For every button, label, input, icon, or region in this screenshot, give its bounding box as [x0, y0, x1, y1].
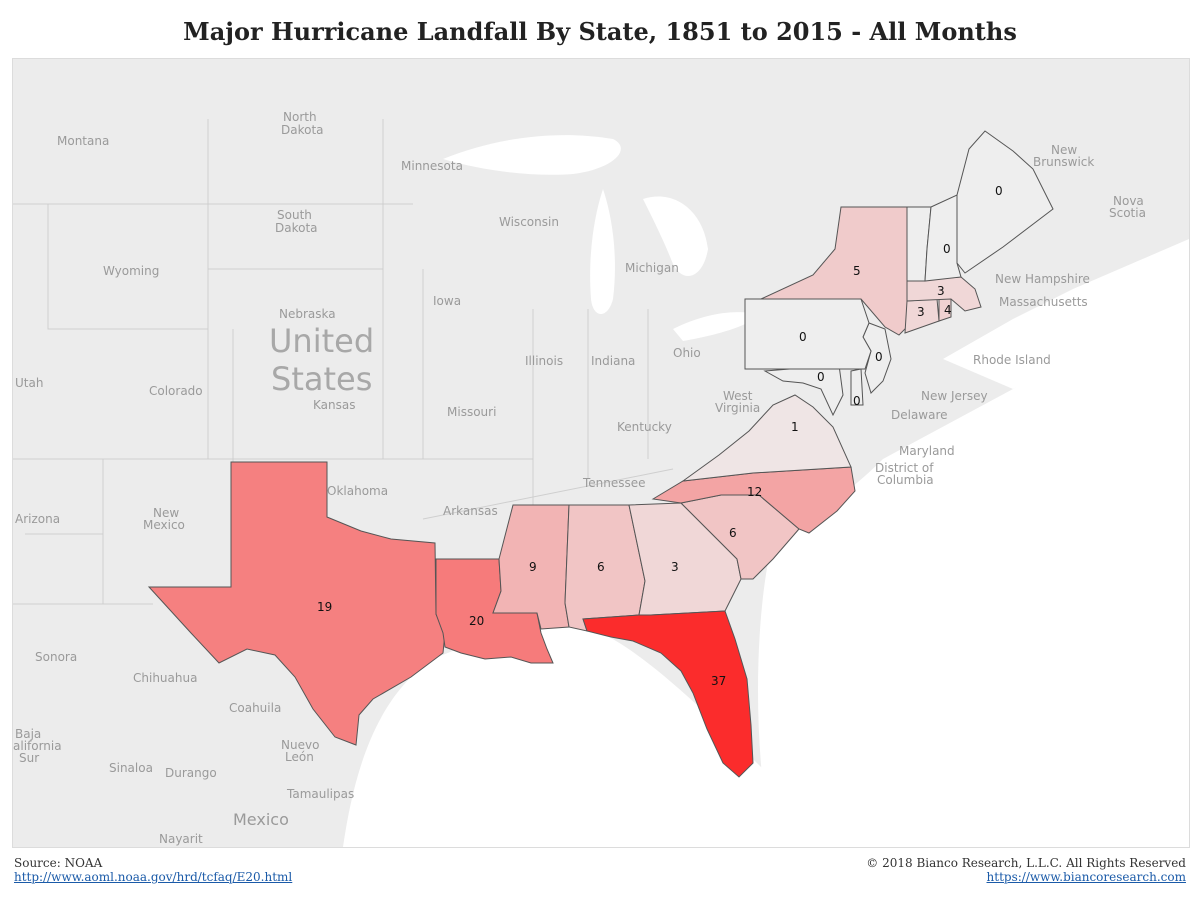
label-sinaloa: Sinaloa: [109, 761, 153, 775]
label-baja: Baja: [15, 727, 41, 741]
label-indiana: Indiana: [591, 354, 635, 368]
value-texas: 19: [317, 600, 332, 614]
label-missouri: Missouri: [447, 405, 496, 419]
label-illinois: Illinois: [525, 354, 563, 368]
label-kansas: Kansas: [313, 398, 355, 412]
state-maine[interactable]: [956, 130, 1054, 274]
label-nova-scotia-2: Scotia: [1109, 206, 1146, 220]
lake-michigan: [590, 189, 615, 314]
label-utah: Utah: [15, 376, 43, 390]
source-link[interactable]: http://www.aoml.noaa.gov/hrd/tcfaq/E20.h…: [14, 870, 293, 884]
label-wyoming: Wyoming: [103, 264, 159, 278]
label-baja-3: Sur: [19, 751, 39, 765]
label-west-virginia: West: [723, 389, 753, 403]
label-nuevo-leon-2: León: [285, 750, 314, 764]
value-delaware: 0: [853, 394, 861, 408]
label-chihuahua: Chihuahua: [133, 671, 197, 685]
label-nayarit: Nayarit: [159, 832, 203, 846]
value-north-carolina: 12: [747, 485, 762, 499]
value-georgia: 3: [671, 560, 679, 574]
label-iowa: Iowa: [433, 294, 461, 308]
state-massachusetts[interactable]: [906, 276, 982, 312]
lake-erie: [673, 312, 758, 341]
label-new-jersey: New Jersey: [921, 389, 988, 403]
label-arizona: Arizona: [15, 512, 60, 526]
label-nova-scotia: Nova: [1113, 194, 1144, 208]
label-dc: District of: [875, 461, 934, 475]
place-labels: Montana North Dakota Minnesota South Dak…: [13, 110, 1146, 846]
state-pennsylvania[interactable]: [744, 298, 872, 370]
source-text: Source: NOAA: [14, 856, 103, 870]
states-layer: [147, 130, 1054, 778]
value-new-york: 5: [853, 264, 861, 278]
atlantic-north: [943, 239, 1189, 389]
label-sonora: Sonora: [35, 650, 77, 664]
state-maryland[interactable]: [763, 364, 844, 417]
label-wisconsin: Wisconsin: [499, 215, 559, 229]
copyright-text: © 2018 Bianco Research, L.L.C. All Right…: [866, 856, 1186, 870]
label-arkansas: Arkansas: [443, 504, 498, 518]
label-coahuila: Coahuila: [229, 701, 281, 715]
label-dc-2: Columbia: [877, 473, 934, 487]
value-alabama: 6: [597, 560, 605, 574]
value-louisiana: 20: [469, 614, 484, 628]
state-delaware[interactable]: [850, 368, 864, 406]
label-colorado: Colorado: [149, 384, 203, 398]
label-united-states: United: [269, 322, 374, 360]
label-north-dakota-2: Dakota: [281, 123, 324, 137]
label-tamaulipas: Tamaulipas: [286, 787, 354, 801]
lake-huron: [643, 196, 708, 276]
value-pennsylvania: 0: [799, 330, 807, 344]
label-west-virginia-2: Virginia: [715, 401, 760, 415]
label-north-dakota: North: [283, 110, 317, 124]
lake-superior: [443, 135, 621, 175]
label-delaware: Delaware: [891, 408, 948, 422]
label-durango: Durango: [165, 766, 217, 780]
label-oklahoma: Oklahoma: [327, 484, 388, 498]
value-mississippi: 9: [529, 560, 537, 574]
label-new-mexico-2: Mexico: [143, 518, 185, 532]
state-virginia[interactable]: [681, 394, 852, 482]
value-rhode-island: 4: [944, 303, 952, 317]
value-new-hampshire: 0: [943, 242, 951, 256]
label-south-dakota-2: Dakota: [275, 221, 318, 235]
label-montana: Montana: [57, 134, 109, 148]
value-maryland: 0: [817, 370, 825, 384]
label-south-dakota: South: [277, 208, 312, 222]
label-kentucky: Kentucky: [617, 420, 672, 434]
label-nuevo-leon: Nuevo: [281, 738, 319, 752]
value-connecticut: 3: [917, 305, 925, 319]
value-labels: 19 20 9 6 3 37 6 12 1 0 0 0 0 5 3 4 3 0 …: [317, 184, 1003, 688]
label-new-mexico: New: [153, 506, 179, 520]
value-florida: 37: [711, 674, 726, 688]
label-new-hampshire: New Hampshire: [995, 272, 1090, 286]
map-view[interactable]: Montana North Dakota Minnesota South Dak…: [12, 58, 1190, 848]
gulf-of-mexico: [343, 619, 773, 847]
value-massachusetts: 3: [937, 284, 945, 298]
label-ohio: Ohio: [673, 346, 701, 360]
label-massachusetts: Massachusetts: [999, 295, 1088, 309]
label-tennessee: Tennessee: [582, 476, 646, 490]
state-texas[interactable]: [147, 461, 446, 746]
page-title: Major Hurricane Landfall By State, 1851 …: [183, 17, 1017, 46]
value-virginia: 1: [791, 420, 799, 434]
label-rhode-island: Rhode Island: [973, 353, 1051, 367]
label-nebraska: Nebraska: [279, 307, 336, 321]
value-maine: 0: [995, 184, 1003, 198]
value-new-jersey: 0: [875, 350, 883, 364]
label-baja-2: alifornia: [13, 739, 62, 753]
value-south-carolina: 6: [729, 526, 737, 540]
label-minnesota: Minnesota: [401, 159, 463, 173]
label-new-brunswick: New: [1051, 143, 1077, 157]
label-new-brunswick-2: Brunswick: [1033, 155, 1094, 169]
map-canvas[interactable]: Montana North Dakota Minnesota South Dak…: [13, 59, 1189, 847]
state-florida[interactable]: [582, 610, 754, 778]
label-mexico: Mexico: [233, 810, 289, 829]
atlantic-ocean: [758, 309, 1189, 847]
label-maryland: Maryland: [899, 444, 955, 458]
label-michigan: Michigan: [625, 261, 679, 275]
label-united-states-2: States: [271, 360, 372, 398]
website-link[interactable]: https://www.biancoresearch.com: [986, 870, 1186, 884]
